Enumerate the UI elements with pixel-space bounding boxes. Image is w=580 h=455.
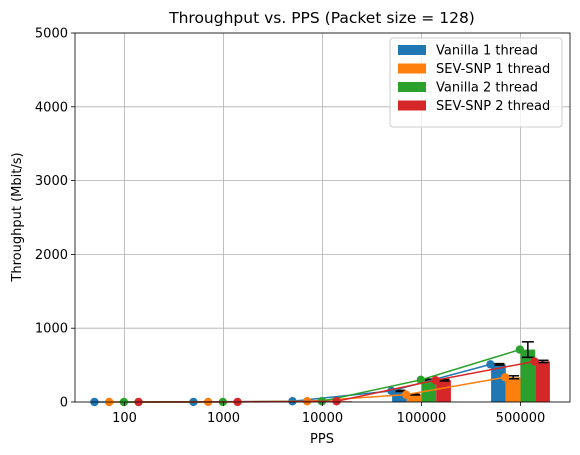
x-tick-label: 1000 xyxy=(207,411,240,426)
axes-layer: 0 1000 2000 3000 4000 5000 100 1000 10000 100000 5… xyxy=(35,27,571,426)
bar xyxy=(535,361,550,402)
y-tick-label: 2000 xyxy=(35,248,68,263)
legend-label: SEV-SNP 2 thread xyxy=(436,99,550,114)
bar xyxy=(505,377,521,402)
x-axis-label: PPS xyxy=(310,432,334,447)
y-tick-label: 4000 xyxy=(35,100,68,115)
data-point xyxy=(500,373,510,382)
bar xyxy=(406,394,422,402)
legend-swatch xyxy=(398,63,426,74)
data-point xyxy=(486,360,495,369)
lines-layer xyxy=(90,345,539,407)
bar xyxy=(436,380,451,402)
data-point xyxy=(530,357,539,366)
x-tick-label: 10000 xyxy=(302,411,343,426)
x-tick-label: 100 xyxy=(112,411,137,426)
bar xyxy=(491,364,506,402)
series-line xyxy=(138,360,535,403)
bar xyxy=(392,390,407,402)
y-tick-label: 5000 xyxy=(35,27,68,42)
y-axis-label: Throughput (Mbit/s) xyxy=(10,152,25,282)
legend: Vanilla 1 thread SEV-SNP 1 thread Vanilla … xyxy=(389,37,563,128)
y-tick-label: 0 xyxy=(60,396,68,411)
y-tick-label: 3000 xyxy=(35,174,68,189)
legend-box xyxy=(389,37,563,128)
plot-frame xyxy=(74,32,571,403)
data-point xyxy=(515,345,525,354)
y-tick-label: 1000 xyxy=(35,322,68,337)
legend-swatch xyxy=(398,45,426,55)
legend-label: SEV-SNP 1 thread xyxy=(436,62,550,77)
x-tick-label: 100000 xyxy=(397,411,447,426)
x-tick-label: 500000 xyxy=(496,411,546,426)
data-point xyxy=(431,376,440,385)
data-point xyxy=(332,397,341,406)
legend-label: Vanilla 1 thread xyxy=(436,44,538,59)
data-point xyxy=(401,390,411,399)
legend-swatch xyxy=(398,82,426,92)
chart-title: Throughput vs. PPS (Packet size = 128) xyxy=(168,9,475,27)
legend-label: Vanilla 2 thread xyxy=(436,81,538,96)
legend-swatch xyxy=(398,100,426,111)
data-point xyxy=(416,375,426,385)
